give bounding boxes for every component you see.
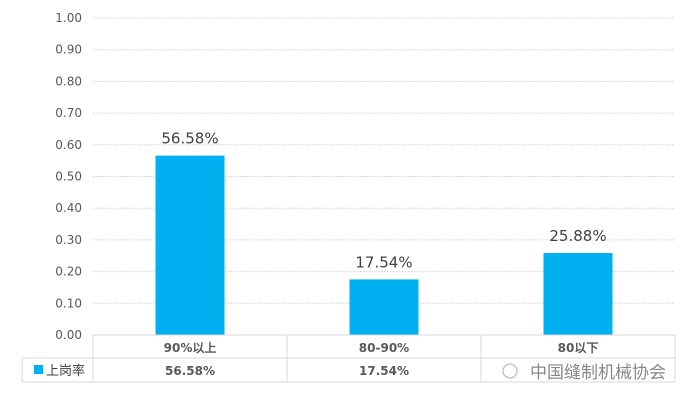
y-tick-label: 0.60 (55, 138, 82, 152)
watermark-text: 中国缝制机械协会 (530, 363, 666, 383)
table-cell: 17.54% (359, 364, 409, 378)
y-tick-label: 0.70 (55, 106, 82, 120)
y-axis-ticks: 0.00 0.10 0.20 0.30 0.40 0.50 0.60 0.70 0.80 0.90… (55, 11, 82, 342)
y-tick-label: 0.80 (55, 74, 82, 88)
y-tick-label: 0.30 (55, 233, 82, 247)
legend-label: 上岗率 (46, 363, 85, 379)
watermark: 中国缝制机械协会 (502, 363, 666, 383)
bar (155, 155, 225, 335)
y-tick-label: 0.40 (55, 201, 82, 215)
data-label: 25.88% (549, 227, 606, 245)
y-tick-label: 0.90 (55, 43, 82, 57)
data-label: 56.58% (161, 130, 218, 148)
category-label: 80以下 (558, 341, 599, 355)
bar (543, 252, 613, 335)
bar (349, 279, 419, 335)
data-labels: 56.58% 17.54% 25.88% (161, 130, 606, 272)
y-tick-label: 0.10 (55, 296, 82, 310)
category-label: 90%以上 (164, 340, 217, 355)
y-tick-label: 0.00 (55, 328, 82, 342)
y-tick-label: 0.50 (55, 170, 82, 184)
table-cell: 56.58% (165, 364, 215, 378)
legend-swatch (34, 365, 43, 374)
category-label: 80-90% (359, 341, 409, 355)
y-tick-label: 0.20 (55, 265, 82, 279)
bars (155, 155, 613, 335)
y-tick-label: 1.00 (55, 11, 82, 25)
data-label: 17.54% (355, 253, 412, 271)
